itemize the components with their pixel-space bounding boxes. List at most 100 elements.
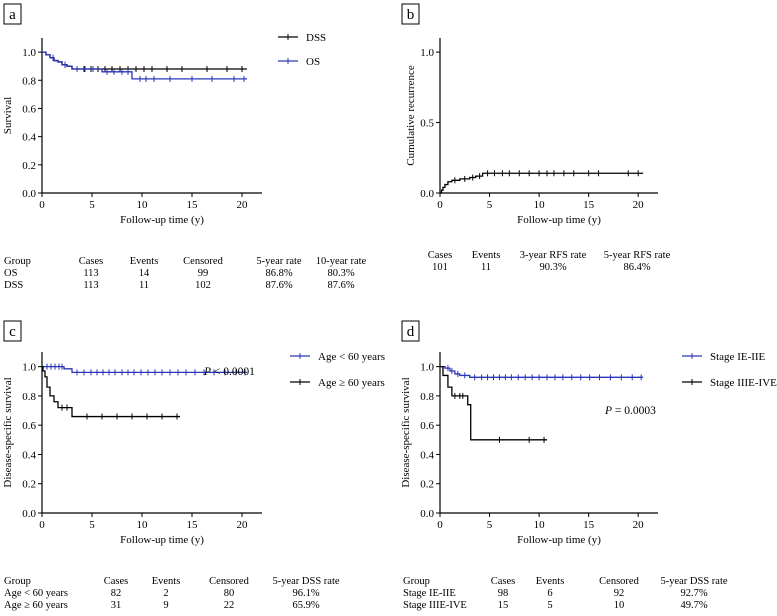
y-tick-label: 0.0 xyxy=(420,508,434,520)
x-tick-label: 10 xyxy=(534,199,546,211)
table-header-cell: Censored xyxy=(183,256,223,267)
table-cell: 5 xyxy=(547,600,553,611)
x-tick-label: 5 xyxy=(487,199,493,211)
table-panel-a: Group Cases Events Censored 5-year rate 10-ye… xyxy=(4,256,366,292)
x-tick-label: 15 xyxy=(187,199,199,211)
table-cell: 113 xyxy=(83,268,99,279)
table-cell: 31 xyxy=(110,600,122,611)
legend-label-age-60-years: Age < 60 years xyxy=(318,351,385,363)
table-row: OS 113 14 99 86.8% 80.3% xyxy=(4,268,355,280)
table-panel-b: Cases Events 3-year RFS rate 5-year RFS rat… xyxy=(422,250,722,274)
panel-letter: b xyxy=(407,7,415,23)
y-axis-label: Survival xyxy=(2,97,14,134)
y-tick-label: 1.0 xyxy=(22,47,36,59)
table-cell: 80 xyxy=(223,588,235,599)
x-tick-label: 15 xyxy=(583,199,595,211)
y-tick-label: 0.6 xyxy=(420,420,434,432)
table-cell: 86.4% xyxy=(623,262,651,273)
table-header-cell: Group xyxy=(4,576,31,587)
table-cell: 90.3% xyxy=(539,262,567,273)
x-tick-label: 10 xyxy=(137,199,149,211)
table-header-cell: 10-year rate xyxy=(315,256,367,267)
series-line-stage-ie-iie xyxy=(440,365,644,378)
table-header-row: Group Cases Events Censored 5-year DSS rate xyxy=(403,576,777,588)
panel-letter: a xyxy=(9,7,16,23)
y-tick-label: 1.0 xyxy=(22,362,36,374)
y-tick-label: 0.0 xyxy=(420,188,434,200)
table-header-cell: Group xyxy=(4,256,31,267)
p-value-annotation: P = 0.0003 xyxy=(604,405,656,417)
table-cell: 65.9% xyxy=(292,600,320,611)
table-cell: 6 xyxy=(547,588,553,599)
table-cell: 15 xyxy=(497,600,509,611)
x-tick-label: 15 xyxy=(583,519,595,531)
table-row: DSS 113 11 102 87.6% 87.6% xyxy=(4,280,355,292)
panel-letter-box xyxy=(401,320,420,342)
table-cell: 92.7% xyxy=(680,588,708,599)
x-tick-label: 20 xyxy=(633,519,645,531)
x-tick-label: 5 xyxy=(89,199,95,211)
x-tick-label: 20 xyxy=(633,199,645,211)
legend-label-stage-ie-iie: Stage IE-IIE xyxy=(710,351,766,363)
table-cell: Stage IE-IIE xyxy=(403,588,456,599)
y-tick-label: 1.0 xyxy=(420,47,434,59)
table-header-cell: Group xyxy=(403,576,430,587)
y-tick-label: 0.6 xyxy=(22,420,36,432)
table-cell: DSS xyxy=(4,280,24,291)
panel-letter-box xyxy=(3,320,22,342)
p-value-annotation: P < 0.0001 xyxy=(203,366,255,378)
table-header-cell: Events xyxy=(151,576,181,587)
y-tick-label: 0.2 xyxy=(22,479,36,491)
table-header-cell: Cases xyxy=(427,250,453,261)
table-header-row: Cases Events 3-year RFS rate 5-year RFS rat… xyxy=(422,250,722,262)
x-tick-label: 5 xyxy=(487,519,493,531)
legend-label-stage-iiie-ive: Stage IIIE-IVE xyxy=(710,377,777,389)
table-cell: 49.7% xyxy=(680,600,708,611)
x-tick-label: 0 xyxy=(437,199,443,211)
y-tick-label: 0.5 xyxy=(420,118,434,130)
y-tick-label: 0.6 xyxy=(22,103,36,115)
y-tick-label: 0.4 xyxy=(22,449,36,461)
table-header-cell: Events xyxy=(471,250,501,261)
table-row: 101 11 90.3% 86.4% xyxy=(422,262,722,274)
table-cell: Stage IIIE-IVE xyxy=(403,600,467,611)
y-tick-label: 0.0 xyxy=(22,508,36,520)
table-row: Stage IIIE-IVE 15 5 10 49.7% xyxy=(403,600,777,612)
table-cell: Age ≥ 60 years xyxy=(4,600,68,611)
table-cell: 82 xyxy=(110,588,122,599)
panel-letter: d xyxy=(407,324,415,340)
panel-letter-box xyxy=(401,3,420,25)
y-tick-label: 0.2 xyxy=(22,160,36,172)
table-cell: 22 xyxy=(223,600,235,611)
series-line-age-60-years xyxy=(42,365,180,418)
table-header-cell: Censored xyxy=(209,576,249,587)
table-header-cell: Events xyxy=(535,576,565,587)
table-cell: 10 xyxy=(613,600,625,611)
table-header-cell: Cases xyxy=(78,256,104,267)
y-tick-label: 0.4 xyxy=(420,449,434,461)
x-axis-label: Follow-up time (y) xyxy=(517,214,601,226)
series-line-age-60-years xyxy=(42,365,247,373)
y-tick-label: 0.4 xyxy=(22,132,36,144)
table-cell: 101 xyxy=(432,262,448,273)
table-cell: OS xyxy=(4,268,18,279)
y-tick-label: 1.0 xyxy=(420,362,434,374)
y-tick-label: 0.0 xyxy=(22,188,36,200)
y-axis-label: Cumulative recurrence xyxy=(405,65,417,166)
table-header-cell: Censored xyxy=(599,576,639,587)
series-line-recurrence xyxy=(440,172,644,194)
table-header-row: Group Cases Events Censored 5-year DSS rate xyxy=(4,576,384,588)
table-row: Stage IE-IIE 98 6 92 92.7% xyxy=(403,588,777,600)
table-cell: 9 xyxy=(163,600,169,611)
y-tick-label: 0.8 xyxy=(22,75,36,87)
x-tick-label: 0 xyxy=(39,519,45,531)
y-tick-label: 0.8 xyxy=(420,391,434,403)
panel-c: c 0 5 10 15 20 0.0 0.2 0.4 0.6 0.8 1.0 Follow-up tim… xyxy=(2,320,385,546)
series-line-os xyxy=(42,51,247,80)
table-header-cell: Cases xyxy=(490,576,516,587)
x-tick-label: 15 xyxy=(187,519,199,531)
series-line-stage-iiie-ive xyxy=(440,365,548,441)
y-tick-label: 0.2 xyxy=(420,479,434,491)
table-panel-c: Group Cases Events Censored 5-year DSS rate A… xyxy=(4,576,384,612)
